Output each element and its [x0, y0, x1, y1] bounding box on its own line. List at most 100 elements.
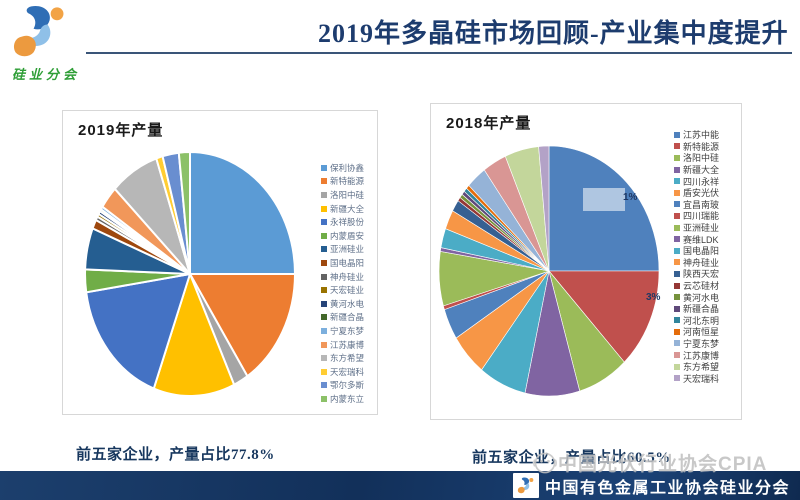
legend-label: 四川永祥	[683, 176, 720, 187]
header-divider	[86, 52, 792, 54]
legend-swatch-icon	[674, 166, 680, 173]
legend-label: 陕西天宏	[683, 269, 720, 280]
legend-item: 东方希望	[321, 351, 364, 365]
legend-swatch-icon	[321, 191, 327, 198]
legend-swatch-icon	[674, 143, 680, 150]
legend-item: 新疆合晶	[674, 303, 719, 315]
legend-label: 河南恒星	[683, 327, 720, 338]
legend-label: 洛阳中硅	[330, 189, 365, 200]
legend-item: 河北东明	[674, 315, 719, 327]
legend-label: 新疆合晶	[330, 312, 365, 323]
legend-label: 黄河水电	[330, 298, 365, 309]
legend-swatch-icon	[321, 314, 327, 321]
legend-label: 神舟硅业	[683, 257, 720, 268]
legend-label: 内蒙盾安	[330, 230, 365, 241]
legend-item: 神舟硅业	[674, 257, 719, 269]
pie-slice-保利协鑫	[189, 150, 297, 275]
legend-label: 东方希望	[683, 362, 720, 373]
chart-panel-2018: 2018年产量 1% 3% 江苏中能 新特能源 洛阳中硅 新疆大全 四川永祥 盾安光伏 宜昌…	[430, 103, 742, 420]
footer-si-logo-icon	[517, 477, 534, 493]
legend-swatch-icon	[674, 189, 680, 196]
legend-swatch-icon	[321, 178, 327, 185]
legend-swatch-icon	[321, 327, 327, 334]
legend-label: 保利协鑫	[330, 162, 365, 173]
legend-label: 天宏瑞科	[330, 366, 365, 377]
legend-2018: 江苏中能 新特能源 洛阳中硅 新疆大全 四川永祥 盾安光伏 宜昌南玻 四川瑞能 亚洲硅业 赛维LD…	[674, 129, 719, 384]
legend-swatch-icon	[674, 294, 680, 301]
legend-swatch-icon	[321, 164, 327, 171]
legend-item: 亚洲硅业	[321, 243, 364, 257]
legend-item: 宁夏东梦	[321, 324, 364, 338]
legend-label: 宁夏东梦	[683, 338, 720, 349]
legend-item: 四川瑞能	[674, 210, 719, 222]
legend-label: 洛阳中硅	[683, 153, 720, 164]
legend-swatch-icon	[674, 352, 680, 359]
legend-label: 赛维LDK	[683, 234, 719, 245]
legend-label: 天宏瑞科	[683, 373, 720, 384]
legend-item: 黄河水电	[674, 291, 719, 303]
legend-swatch-icon	[321, 395, 327, 402]
pie-percent-label-2: 3%	[646, 292, 661, 303]
legend-item: 陕西天宏	[674, 268, 719, 280]
pie-label-patch	[583, 188, 625, 211]
legend-label: 永祥股份	[330, 217, 365, 228]
legend-item: 保利协鑫	[321, 161, 364, 175]
legend-swatch-icon	[674, 201, 680, 208]
legend-item: 天宏硅业	[321, 283, 364, 297]
legend-swatch-icon	[321, 232, 327, 239]
legend-swatch-icon	[674, 178, 680, 185]
legend-item: 江苏康博	[321, 338, 364, 352]
footer-bar: 中国有色金属工业协会硅业分会	[0, 471, 800, 500]
legend-label: 东方希望	[330, 353, 365, 364]
legend-label: 宁夏东梦	[330, 325, 365, 336]
legend-item: 新疆大全	[674, 164, 719, 176]
legend-item: 盾安光伏	[674, 187, 719, 199]
legend-label: 云芯硅材	[683, 281, 720, 292]
legend-item: 天宏瑞科	[321, 365, 364, 379]
legend-item: 天宏瑞科	[674, 372, 719, 384]
legend-swatch-icon	[674, 328, 680, 335]
legend-label: 江苏康博	[330, 339, 365, 350]
legend-label: 内蒙东立	[330, 393, 365, 404]
pie-slice-永祥股份	[85, 272, 192, 390]
legend-swatch-icon	[674, 317, 680, 324]
legend-item: 江苏中能	[674, 129, 719, 141]
logo-text: 硅业分会	[12, 67, 81, 82]
footer-logo	[512, 473, 539, 498]
page-title: 2019年多晶硅市场回顾-产业集中度提升	[318, 19, 789, 48]
legend-swatch-icon	[321, 341, 327, 348]
legend-label: 黄河水电	[683, 292, 720, 303]
legend-item: 四川永祥	[674, 175, 719, 187]
legend-swatch-icon	[674, 282, 680, 289]
legend-swatch-icon	[321, 205, 327, 212]
legend-item: 亚洲硅业	[674, 222, 719, 234]
legend-item: 洛阳中硅	[674, 152, 719, 164]
pie-slice-新疆大全	[152, 271, 236, 397]
legend-label: 江苏康博	[683, 350, 720, 361]
caption-2018: 前五家企业，产量占比60.5%	[472, 450, 671, 466]
pie-slice-新特能源	[188, 273, 297, 378]
legend-item: 内蒙盾安	[321, 229, 364, 243]
legend-swatch-icon	[674, 363, 680, 370]
legend-item: 新疆大全	[321, 202, 364, 216]
legend-label: 新特能源	[330, 176, 365, 187]
legend-swatch-icon	[674, 131, 680, 138]
legend-swatch-icon	[674, 305, 680, 312]
legend-label: 江苏中能	[683, 130, 720, 141]
si-logo-icon	[13, 5, 64, 57]
legend-label: 新疆合晶	[683, 304, 720, 315]
legend-label: 亚洲硅业	[683, 223, 720, 234]
legend-item: 内蒙东立	[321, 392, 364, 406]
legend-item: 国电晶阳	[321, 256, 364, 270]
caption-2019: 前五家企业，产量占比77.8%	[76, 447, 275, 463]
pie-slice-新特能源	[548, 270, 660, 363]
legend-label: 新特能源	[683, 141, 720, 152]
legend-item: 永祥股份	[321, 215, 364, 229]
chart-panel-2019: 2019年产量 保利协鑫 新特能源 洛阳中硅 新疆大全 永祥股份 内蒙盾安 亚洲硅业 国电晶阳…	[62, 110, 378, 415]
legend-label: 神舟硅业	[330, 271, 365, 282]
footer-text: 中国有色金属工业协会硅业分会	[544, 479, 790, 497]
legend-swatch-icon	[674, 270, 680, 277]
legend-swatch-icon	[321, 368, 327, 375]
legend-swatch-icon	[674, 340, 680, 347]
